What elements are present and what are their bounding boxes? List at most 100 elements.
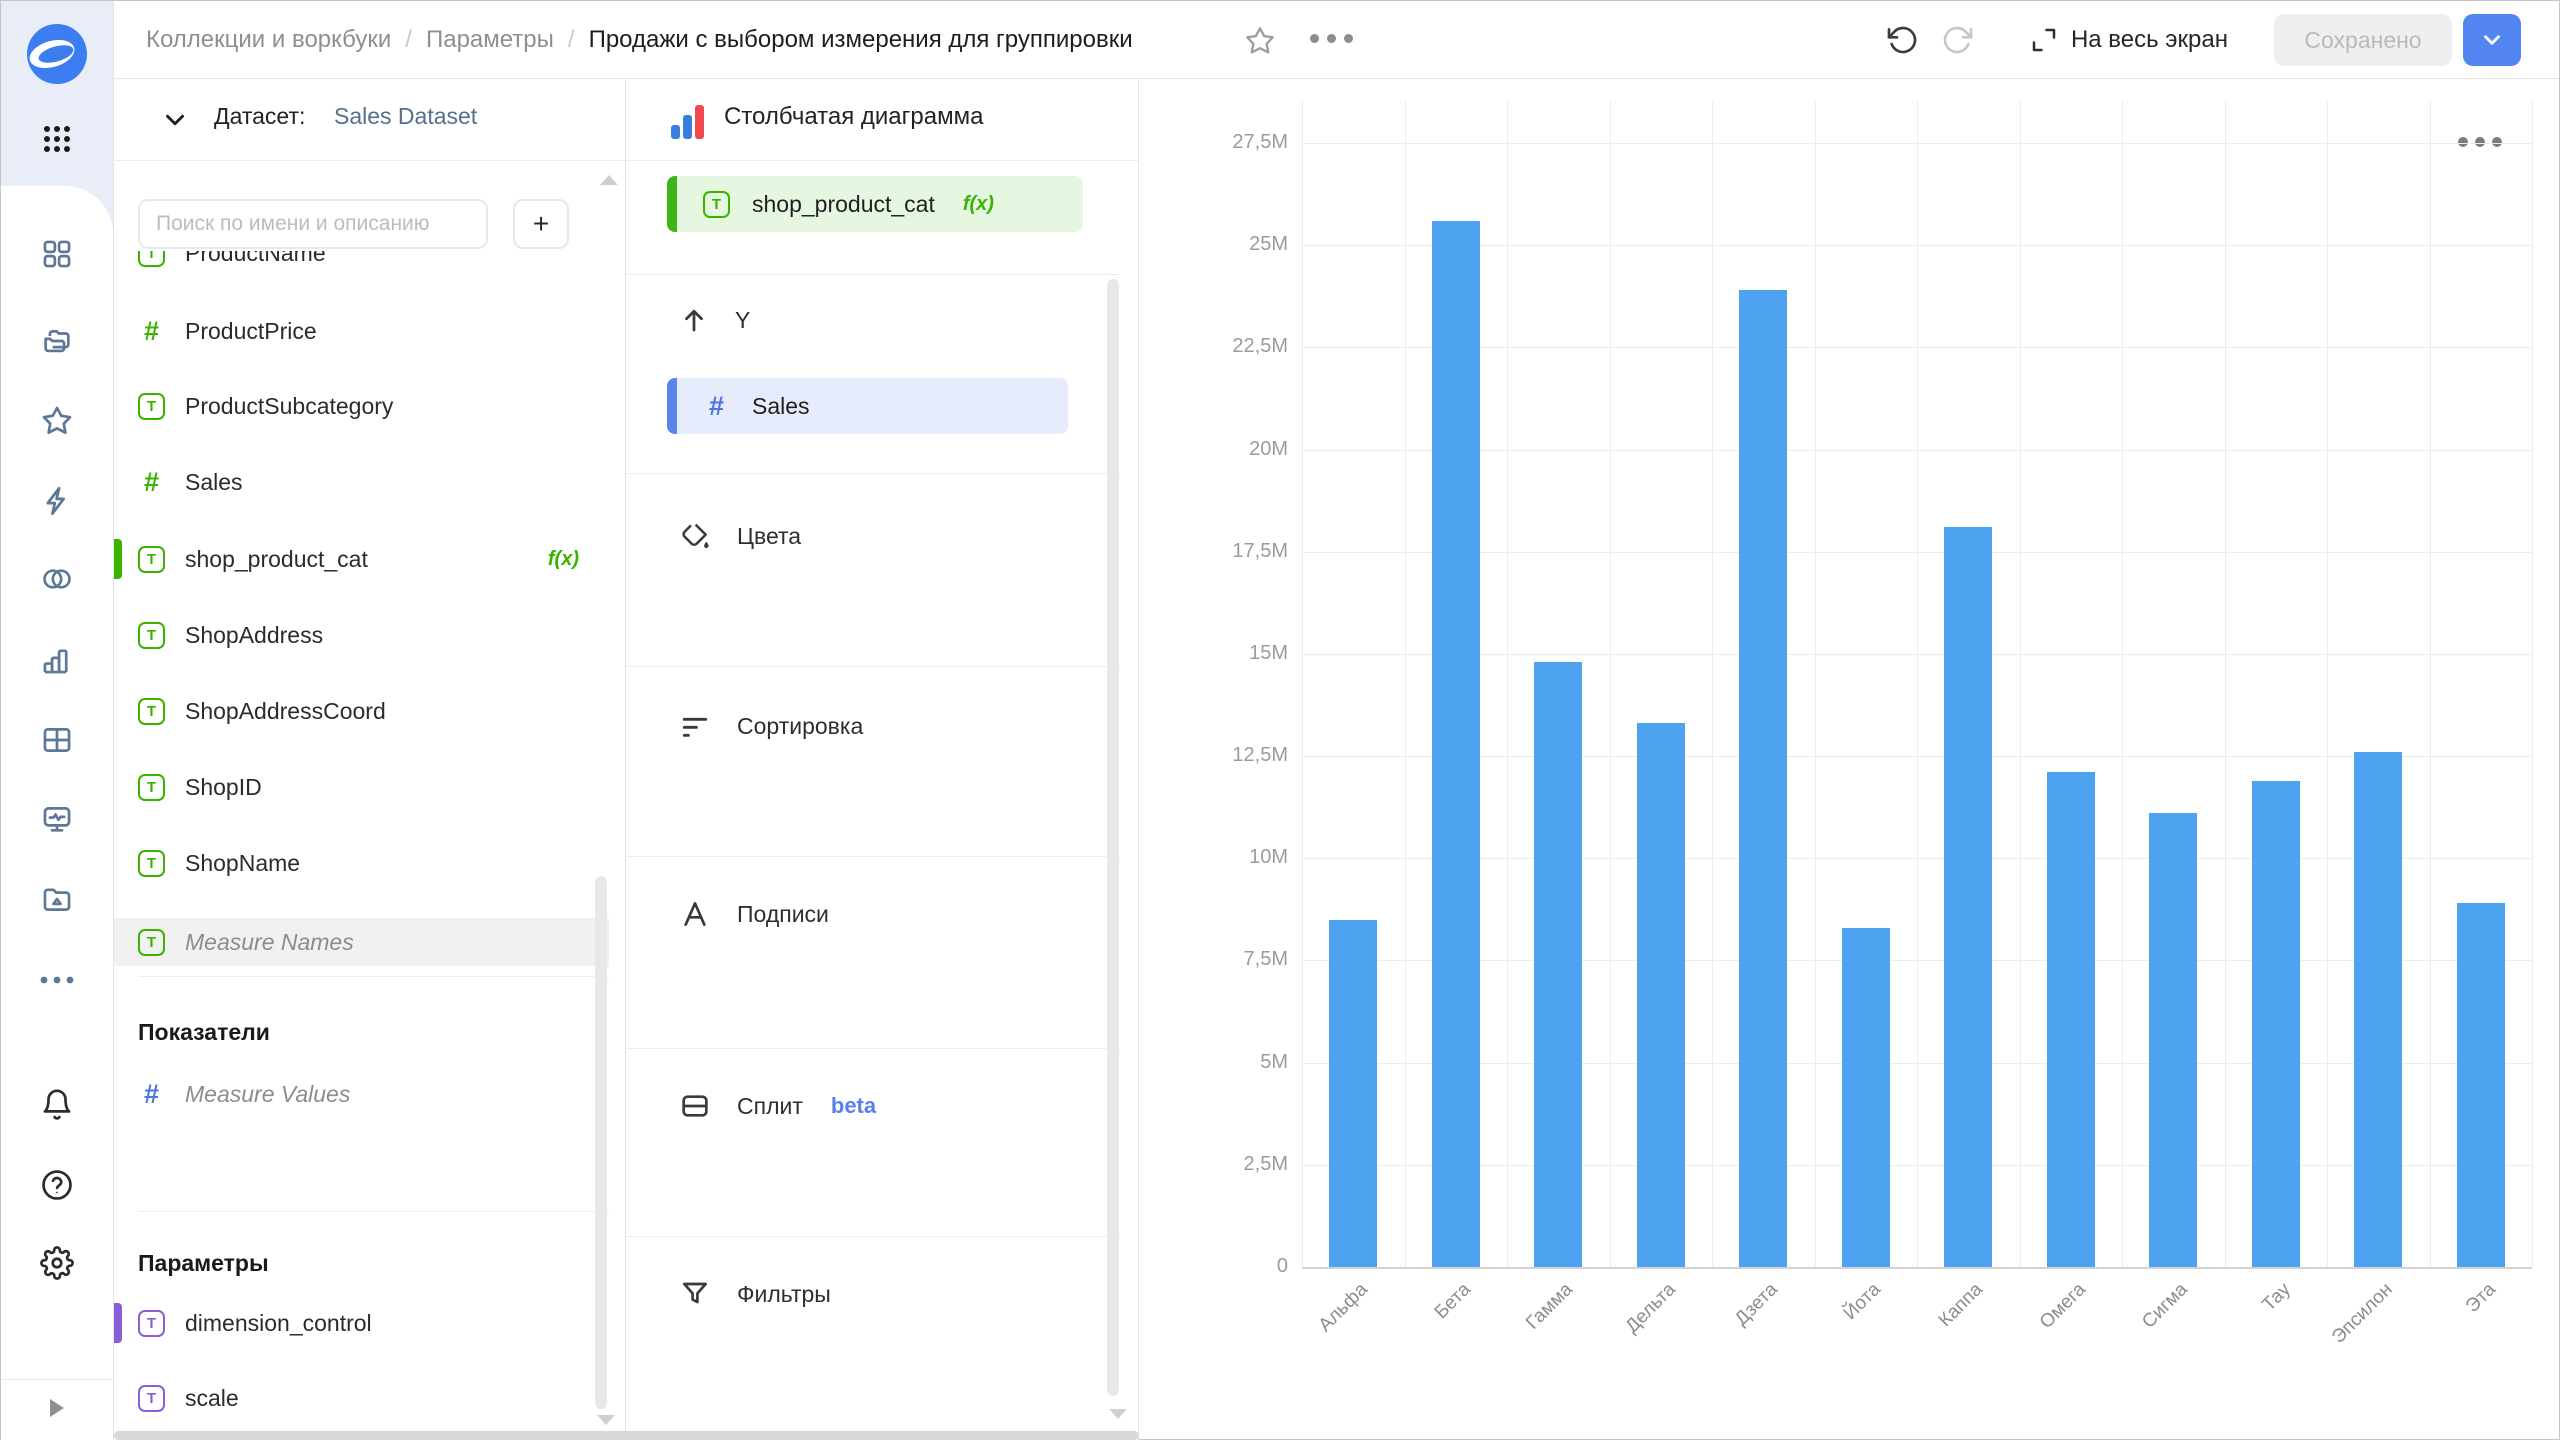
y-axis-tick-label: 7,5M (1243, 948, 1288, 970)
chip-accent-bar (667, 378, 677, 434)
help-icon[interactable] (40, 1168, 74, 1202)
string-field-icon: T (138, 849, 165, 877)
breadcrumb: Коллекции и воркбуки / Параметры / Прода… (146, 1, 1133, 79)
quick-actions-icon[interactable] (40, 484, 74, 518)
bar-Тау[interactable] (2252, 781, 2300, 1267)
number-field-icon: # (143, 315, 160, 346)
x-axis-line (1302, 1267, 2532, 1269)
y-field-chip[interactable]: # Sales (667, 378, 1068, 434)
bar-Бета[interactable] (1432, 221, 1480, 1267)
breadcrumb-separator: / (567, 26, 575, 53)
horizontal-scrollbar[interactable] (114, 1431, 1139, 1440)
colors-section[interactable]: Цвета (626, 506, 1120, 566)
viz-divider (626, 1236, 1120, 1237)
field-row[interactable]: T ShopID (114, 763, 609, 811)
charts-icon[interactable] (40, 643, 74, 677)
saved-button[interactable]: Сохранено (2274, 14, 2452, 66)
sorting-section[interactable]: Сортировка (626, 696, 1120, 756)
fullscreen-button[interactable]: На весь экран (2029, 25, 2228, 55)
viz-divider (626, 473, 1120, 474)
collapse-chevron-icon[interactable] (160, 105, 190, 135)
y-axis-tick-label: 27,5M (1232, 131, 1288, 153)
redo-icon[interactable] (1941, 24, 1973, 56)
string-field-icon: T (138, 1384, 165, 1412)
bar-Эпсилон[interactable] (2354, 752, 2402, 1267)
string-field-icon: T (138, 697, 165, 725)
formula-badge: f(x) (547, 547, 579, 570)
field-row[interactable]: # Sales (114, 458, 609, 506)
split-section[interactable]: Сплит beta (626, 1076, 1120, 1136)
chart-canvas: 0 2,5M 5M 7,5M 10M 12,5M 15M 17,5M 20M 22,5M 25M 27… (1140, 79, 2559, 1439)
notifications-bell-icon[interactable] (40, 1088, 74, 1122)
string-field-icon: T (703, 190, 730, 218)
chart-type-header[interactable]: Столбчатая диаграмма (626, 79, 1138, 161)
storage-icon[interactable] (40, 882, 74, 916)
scroll-up-icon[interactable] (600, 175, 618, 185)
bar-Сигма[interactable] (2149, 813, 2197, 1267)
favorites-star-icon[interactable] (40, 404, 74, 438)
bar-Дельта[interactable] (1637, 723, 1685, 1267)
gridline-horizontal (1302, 1165, 2532, 1166)
bar-Эта[interactable] (2457, 903, 2505, 1267)
bar-Каппа[interactable] (1944, 527, 1992, 1267)
chevron-down-icon (2484, 35, 2500, 45)
field-row[interactable]: T ProductSubcategory (114, 382, 609, 430)
expand-panel-icon[interactable] (45, 1397, 67, 1419)
labels-label: Подписи (737, 900, 829, 927)
number-field-icon: # (143, 466, 160, 497)
chart-menu-icon[interactable] (2458, 137, 2502, 147)
field-row[interactable]: # ProductPrice (114, 307, 609, 355)
field-row[interactable]: T ShopName (114, 839, 609, 887)
datalens-logo-icon[interactable] (27, 24, 87, 84)
dashboards-icon[interactable] (40, 237, 74, 271)
filters-section[interactable]: Фильтры (626, 1264, 1120, 1324)
y-axis-tick-label: 25M (1249, 233, 1288, 255)
tables-icon[interactable] (40, 723, 74, 757)
settings-gear-icon[interactable] (40, 1246, 74, 1280)
scroll-down-icon[interactable] (597, 1415, 615, 1425)
x-field-chip[interactable]: T shop_product_cat f(x) (667, 176, 1083, 232)
scroll-down-icon[interactable] (1109, 1409, 1127, 1419)
bar-Йота[interactable] (1842, 928, 1890, 1267)
bar-chart-type-icon (671, 101, 707, 139)
collections-icon[interactable] (40, 324, 74, 358)
gridline-vertical (2532, 101, 2533, 1267)
datasets-icon[interactable] (39, 562, 75, 596)
field-search-input[interactable] (138, 199, 488, 249)
colors-label: Цвета (737, 522, 802, 549)
more-menu-icon[interactable] (1310, 34, 1353, 43)
add-field-button[interactable]: + (513, 199, 569, 249)
viz-scrollbar[interactable] (1107, 279, 1119, 1396)
sort-icon (682, 717, 708, 737)
monitoring-icon[interactable] (40, 802, 74, 836)
favorite-star-icon[interactable] (1244, 25, 1276, 57)
paint-bucket-icon (682, 523, 709, 548)
breadcrumb-collections[interactable]: Коллекции и воркбуки (146, 26, 392, 53)
fields-scrollbar[interactable] (595, 876, 607, 1409)
labels-section[interactable]: Подписи (626, 884, 1120, 944)
undo-icon[interactable] (1887, 24, 1919, 56)
breadcrumb-parameters[interactable]: Параметры (425, 26, 554, 53)
parameters-section-title: Параметры (138, 1250, 269, 1276)
dataset-name-link[interactable]: Sales Dataset (334, 103, 478, 129)
save-dropdown-button[interactable] (2463, 14, 2521, 66)
field-row[interactable]: T ShopAddressCoord (114, 687, 609, 735)
bar-Омега[interactable] (2047, 772, 2095, 1267)
viz-divider (626, 274, 1120, 275)
field-row[interactable]: T Measure Names (114, 918, 609, 966)
y-axis-tick-label: 2,5M (1243, 1153, 1288, 1175)
number-field-icon: # (143, 1078, 160, 1109)
bar-Альфа[interactable] (1329, 920, 1377, 1267)
field-row[interactable]: T ShopAddress (114, 611, 609, 659)
more-nav-icon[interactable] (37, 974, 77, 986)
bar-Дзета[interactable] (1739, 290, 1787, 1267)
apps-grid-icon[interactable] (39, 121, 75, 157)
field-row[interactable]: # Measure Values (114, 1070, 609, 1118)
string-field-icon: T (138, 392, 165, 420)
dataset-fields-panel: T ProductName # ProductPrice T ProductSubcate… (114, 79, 626, 1440)
number-field-icon: # (708, 390, 725, 421)
bar-Гамма[interactable] (1534, 662, 1582, 1267)
